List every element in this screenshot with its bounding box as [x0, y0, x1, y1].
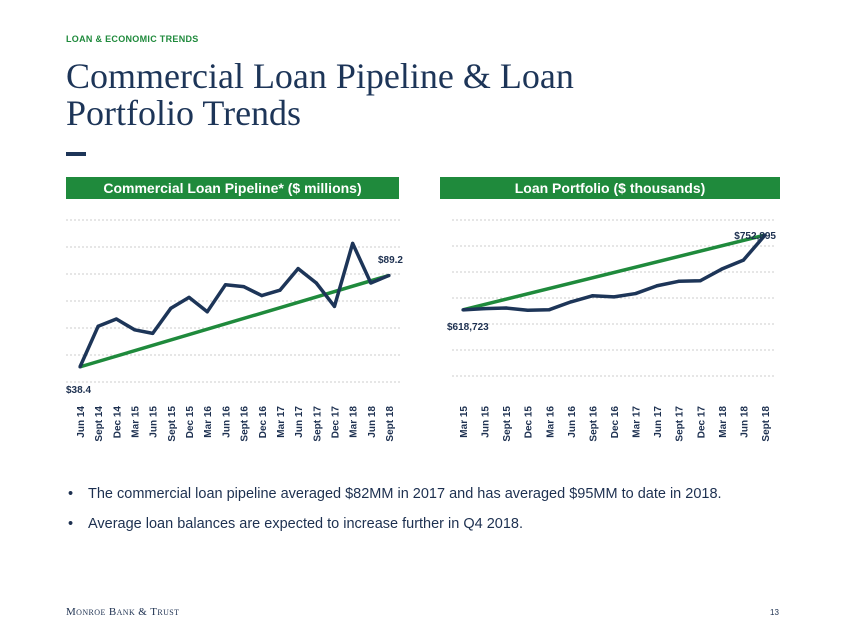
data-point	[387, 273, 391, 278]
data-point	[332, 304, 337, 308]
data-point	[461, 308, 465, 312]
data-point	[169, 306, 173, 310]
x-tick-label: Mar 17	[632, 406, 643, 438]
data-point	[241, 285, 246, 289]
data-point	[260, 294, 264, 298]
page-title: Commercial Loan Pipeline & Loan Portfoli…	[66, 56, 574, 133]
data-point	[223, 283, 228, 287]
data-point	[314, 281, 318, 285]
x-tick-label: Sept 14	[94, 406, 105, 442]
data-point	[590, 294, 595, 298]
x-tick-label: Sept 17	[312, 406, 323, 442]
page-number: 13	[770, 608, 779, 617]
x-tick-label: Sept 18	[761, 406, 772, 442]
x-tick-label: Sept 15	[502, 406, 513, 442]
data-point	[296, 267, 300, 271]
bullet-item: • Average loan balances are expected to …	[66, 514, 786, 534]
data-point	[547, 308, 551, 312]
section-kicker: LOAN & ECONOMIC TRENDS	[66, 34, 199, 44]
x-tick-label: Jun 16	[567, 406, 578, 438]
x-tick-label: Mar 16	[203, 406, 214, 438]
series-line	[78, 241, 390, 368]
x-tick-label: Mar 18	[349, 406, 360, 438]
x-tick-label: Sept 16	[588, 406, 599, 442]
x-tick-label: Jun 17	[294, 406, 305, 438]
x-tick-label: Dec 16	[610, 406, 621, 439]
x-tick-label: Mar 16	[545, 406, 556, 438]
portfolio-chart-header: Loan Portfolio ($ thousands)	[440, 177, 780, 199]
data-point	[741, 258, 746, 262]
data-point	[78, 365, 82, 369]
data-point	[114, 317, 118, 321]
data-point	[655, 284, 659, 288]
x-tick-label: Mar 18	[718, 406, 729, 438]
x-tick-label: Mar 15	[459, 406, 470, 438]
bullet-marker: •	[68, 486, 74, 502]
data-point	[151, 331, 155, 335]
data-point	[569, 300, 573, 304]
x-tick-label: Jun 14	[76, 406, 87, 438]
x-tick-label: Sept 17	[675, 406, 686, 442]
title-rule	[66, 152, 86, 156]
x-tick-label: Sept 16	[240, 406, 251, 442]
data-point	[720, 267, 724, 271]
bullet-item: • The commercial loan pipeline averaged …	[66, 484, 786, 504]
x-tick-label: Dec 16	[258, 406, 269, 439]
data-point	[351, 241, 355, 245]
data-point	[187, 295, 191, 299]
data-point	[205, 310, 209, 314]
data-point	[482, 306, 487, 311]
data-point	[96, 324, 100, 328]
data-point	[677, 279, 681, 283]
pipeline-chart-header: Commercial Loan Pipeline* ($ millions)	[66, 177, 399, 199]
last-value-label: $752,895	[734, 231, 776, 242]
bullet-marker: •	[68, 516, 74, 532]
x-tick-label: Jun 15	[149, 406, 160, 438]
trend-line	[462, 233, 766, 312]
x-tick-label: Dec 15	[524, 406, 535, 439]
x-tick-label: Jun 17	[653, 406, 664, 438]
x-tick-label: Sept 15	[167, 406, 178, 442]
first-value-label: $38.4	[66, 385, 91, 396]
x-tick-label: Dec 14	[112, 406, 123, 439]
bullet-text: The commercial loan pipeline averaged $8…	[88, 486, 722, 502]
x-tick-label: Dec 17	[330, 406, 341, 439]
pipeline-chart: $38.4 $89.2 Jun 14 Sept 14 Dec 14 Mar 15 Jun 1…	[66, 219, 403, 442]
x-tick-label: Sept 18	[385, 406, 396, 442]
bank-logo: Monroe Bank & Trust	[66, 606, 180, 618]
data-point	[612, 295, 616, 299]
x-tick-label: Dec 15	[185, 406, 196, 439]
data-point	[504, 306, 508, 310]
x-tick-label: Dec 17	[696, 406, 707, 439]
x-tick-label: Jun 15	[481, 406, 492, 438]
bullet-text: Average loan balances are expected to in…	[88, 516, 524, 532]
data-point	[369, 281, 373, 285]
x-tick-label: Jun 18	[367, 406, 378, 438]
x-tick-label: Mar 15	[131, 406, 142, 438]
data-point	[132, 328, 137, 332]
data-point	[633, 291, 638, 296]
x-tick-label: Mar 17	[276, 406, 287, 438]
x-tick-label: Jun 16	[221, 406, 232, 438]
first-value-label: $618,723	[447, 322, 489, 333]
data-point	[698, 279, 702, 283]
data-point	[763, 233, 767, 237]
data-point	[278, 288, 282, 292]
data-point	[526, 308, 530, 312]
bullet-list: • The commercial loan pipeline averaged …	[66, 484, 786, 544]
x-tick-label: Jun 18	[739, 406, 750, 438]
trend-line	[79, 273, 390, 369]
portfolio-chart: $618,723 $752,895 Mar 15 Jun 15 Sept 15 Dec 1…	[447, 219, 776, 442]
last-value-label: $89.2	[378, 255, 403, 266]
